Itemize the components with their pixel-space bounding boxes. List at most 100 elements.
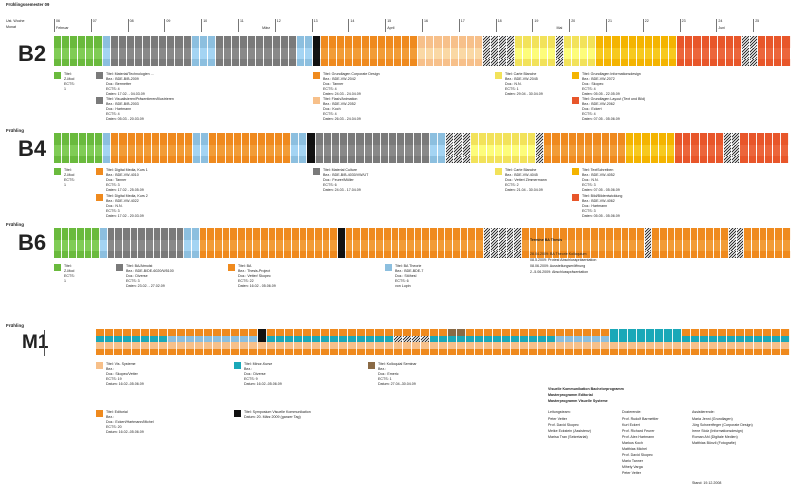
- day-cell: [402, 36, 411, 48]
- day-cell: [150, 342, 160, 349]
- day-cell: [114, 329, 124, 336]
- day-cell: [329, 36, 338, 48]
- legend-text: Bez.: BDE-VW-4045: [505, 173, 538, 177]
- day-cell: [528, 329, 538, 336]
- month-name: März: [262, 26, 271, 30]
- day-cell: [609, 329, 619, 336]
- day-cell: [560, 156, 569, 163]
- legend-swatch: [495, 72, 502, 79]
- day-cell: [134, 36, 144, 48]
- day-cell: [514, 251, 522, 258]
- legend-text: Doz.: N.N.: [106, 204, 123, 208]
- day-cell: [167, 47, 176, 60]
- day-cell: [511, 156, 520, 163]
- day-cell: [618, 335, 628, 342]
- day-cell: [54, 59, 63, 66]
- day-cell: [700, 348, 710, 355]
- day-cell: [204, 329, 214, 336]
- day-cell: [732, 133, 741, 145]
- day-cell: [299, 156, 308, 163]
- day-cell: [510, 329, 520, 336]
- day-cell: [143, 144, 153, 157]
- legend-text: Datum: 20. März 2009 (ganzer Tag): [244, 415, 301, 419]
- day-cell: [123, 342, 133, 349]
- day-cell: [322, 228, 331, 240]
- day-cell: [750, 47, 759, 60]
- day-cell: [445, 228, 453, 240]
- legend-text: Datum: 16.02.-05.06.09: [106, 382, 144, 386]
- day-cell: [86, 59, 95, 66]
- day-cell: [223, 59, 233, 66]
- day-cell: [230, 251, 239, 258]
- day-cell: [547, 36, 556, 48]
- legend-text: ECTS: 4: [106, 112, 120, 116]
- day-cell: [151, 36, 160, 48]
- day-cell: [184, 133, 193, 145]
- week-number: 20: [571, 19, 576, 23]
- day-cell: [690, 228, 699, 240]
- day-cell: [781, 335, 791, 342]
- day-cell: [537, 239, 545, 252]
- week-number: 12: [276, 19, 281, 23]
- day-cell: [299, 251, 308, 258]
- day-cell: [781, 156, 790, 163]
- day-cell: [718, 348, 728, 355]
- day-cell: [758, 36, 767, 48]
- legend-text: ECTS: 4: [323, 87, 337, 91]
- day-cell: [725, 59, 734, 66]
- day-cell: [564, 335, 574, 342]
- day-cell: [245, 228, 254, 240]
- program-person: Marisa Tran (Sekretariat): [548, 435, 588, 439]
- day-cell: [331, 133, 341, 145]
- day-cell: [491, 47, 500, 60]
- day-cell: [105, 329, 115, 336]
- day-cell: [213, 329, 223, 336]
- program-person: Kurt Eckert: [622, 423, 640, 427]
- day-cell: [233, 156, 242, 163]
- legend-swatch: [96, 410, 103, 417]
- day-cell: [405, 133, 414, 145]
- day-cell: [642, 156, 651, 163]
- day-cell: [675, 156, 684, 163]
- day-cell: [384, 329, 394, 336]
- day-cell: [772, 342, 782, 349]
- day-cell: [54, 47, 63, 60]
- day-cell: [369, 47, 378, 60]
- legend-text: Doz.: Hartmann: [582, 204, 608, 208]
- day-cell: [707, 144, 716, 157]
- program-line: Masterprogramm Visuelle Systeme: [548, 399, 608, 403]
- day-cell: [353, 228, 361, 240]
- day-cell: [86, 133, 95, 145]
- day-cell: [364, 144, 373, 157]
- day-cell: [545, 239, 553, 252]
- day-cell: [192, 228, 200, 240]
- legend-text: Z-Mod: [64, 77, 75, 81]
- day-cell: [503, 156, 512, 163]
- day-cell: [406, 251, 415, 258]
- day-cell: [376, 239, 384, 252]
- day-cell: [568, 156, 577, 163]
- day-cell: [290, 156, 300, 163]
- day-cell: [307, 133, 316, 145]
- day-cell: [215, 59, 224, 66]
- day-cell: [772, 348, 782, 355]
- day-cell: [107, 228, 116, 240]
- day-cell: [385, 36, 394, 48]
- day-cell: [667, 228, 676, 240]
- day-cell: [315, 133, 324, 145]
- day-cell: [138, 239, 147, 252]
- day-cell: [61, 228, 70, 240]
- day-cell: [232, 47, 241, 60]
- day-cell: [683, 228, 691, 240]
- day-cell: [781, 133, 790, 145]
- day-cell: [483, 251, 492, 258]
- day-cell: [426, 47, 435, 60]
- day-cell: [636, 342, 646, 349]
- day-cell: [420, 342, 430, 349]
- day-cell: [577, 156, 586, 163]
- day-cell: [491, 239, 499, 252]
- day-cell: [280, 47, 289, 60]
- day-cell: [102, 36, 111, 48]
- legend-swatch: [54, 264, 61, 271]
- day-cell: [284, 251, 292, 258]
